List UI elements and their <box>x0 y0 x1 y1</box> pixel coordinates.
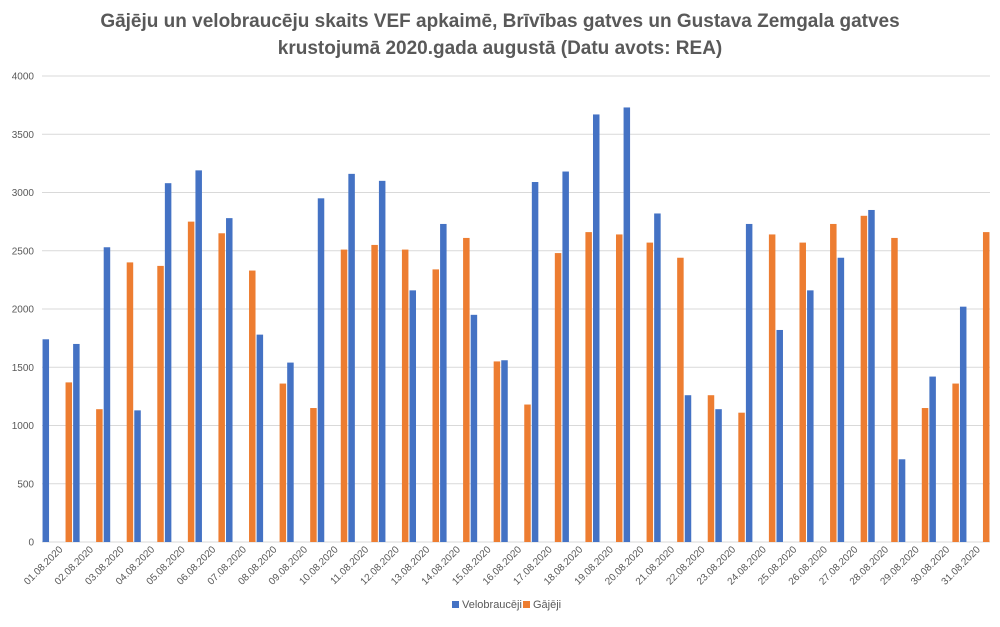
legend-label: Gājēji <box>533 599 561 611</box>
bar-gajeji <box>891 237 898 542</box>
bar-velobrauceji <box>776 329 783 542</box>
bar-velobrauceji <box>134 410 141 542</box>
bar-velobrauceji <box>73 343 80 542</box>
chart-title-line-2: krustojumā 2020.gada augustā (Datu avots… <box>277 38 723 59</box>
bar-velobrauceji <box>623 107 631 542</box>
bar-velobrauceji <box>470 314 478 542</box>
bar-gajeji <box>982 232 990 543</box>
bar-velobrauceji <box>348 173 355 543</box>
legend-label: Velobraucēji <box>462 599 522 611</box>
bar-gajeji <box>615 234 623 542</box>
bar-velobrauceji <box>531 182 539 542</box>
bar-gajeji <box>371 244 378 543</box>
bar-velobrauceji <box>103 247 111 542</box>
bar-gajeji <box>401 249 409 542</box>
bar-gajeji <box>677 257 684 542</box>
bar-gajeji <box>860 215 868 543</box>
bar-gajeji <box>799 242 806 542</box>
bar-gajeji <box>432 269 440 542</box>
bar-gajeji <box>218 233 225 542</box>
bar-gajeji <box>646 242 654 542</box>
bar-velobrauceji <box>715 409 722 542</box>
bar-gajeji <box>493 361 501 542</box>
bar-velobrauceji <box>868 209 875 542</box>
bar-velobrauceji <box>745 223 753 542</box>
bar-gajeji <box>249 270 256 542</box>
bar-gajeji <box>187 221 195 542</box>
y-tick-label: 2500 <box>12 246 35 257</box>
bar-gajeji <box>96 409 103 542</box>
bar-gajeji <box>279 383 287 542</box>
bar-gajeji <box>554 253 562 542</box>
bar-gajeji <box>524 404 531 542</box>
bar-gajeji <box>768 234 776 542</box>
bar-velobrauceji <box>42 339 50 542</box>
bar-velobrauceji <box>562 171 569 542</box>
y-tick-label: 0 <box>28 538 34 549</box>
bar-gajeji <box>126 262 134 542</box>
bar-velobrauceji <box>898 459 906 542</box>
y-tick-label: 500 <box>17 479 34 490</box>
bar-gajeji <box>157 265 164 542</box>
bar-velobrauceji <box>287 362 294 542</box>
bar-gajeji <box>65 382 73 542</box>
bar-gajeji <box>585 232 592 543</box>
bar-velobrauceji <box>440 223 447 542</box>
y-tick-label: 4000 <box>12 72 35 83</box>
bar-velobrauceji <box>501 360 508 542</box>
bar-velobrauceji <box>226 218 233 542</box>
bar-gajeji <box>738 412 745 542</box>
bar-velobrauceji <box>959 306 967 542</box>
bar-gajeji <box>707 395 715 542</box>
bar-gajeji <box>340 249 348 542</box>
legend-swatch <box>452 601 459 608</box>
y-tick-label: 2000 <box>12 305 35 316</box>
bar-gajeji <box>921 408 929 542</box>
bar-gajeji <box>830 223 837 542</box>
legend-swatch <box>523 601 530 608</box>
bar-gajeji <box>463 237 470 542</box>
y-tick-label: 3000 <box>12 188 35 199</box>
y-tick-label: 1000 <box>12 421 35 432</box>
bar-velobrauceji <box>592 114 600 542</box>
chart-title-line-1: Gājēju un velobraucēju skaits VEF apkaim… <box>100 11 900 32</box>
bar-velobrauceji <box>837 257 845 542</box>
bar-velobrauceji <box>378 180 386 542</box>
bar-velobrauceji <box>929 376 936 542</box>
bar-velobrauceji <box>256 334 264 542</box>
bar-velobrauceji <box>684 395 692 542</box>
bar-velobrauceji <box>807 290 814 542</box>
y-tick-label: 3500 <box>12 130 35 141</box>
bar-velobrauceji <box>164 183 172 542</box>
bar-velobrauceji <box>195 170 202 543</box>
bar-velobrauceji <box>409 290 417 542</box>
bar-velobrauceji <box>654 213 661 542</box>
bar-gajeji <box>952 383 959 542</box>
y-tick-label: 1500 <box>12 363 35 374</box>
chart-title: Gājēju un velobraucēju skaits VEF apkaim… <box>0 8 1000 62</box>
bar-velobrauceji <box>317 198 325 542</box>
bar-gajeji <box>310 408 317 542</box>
